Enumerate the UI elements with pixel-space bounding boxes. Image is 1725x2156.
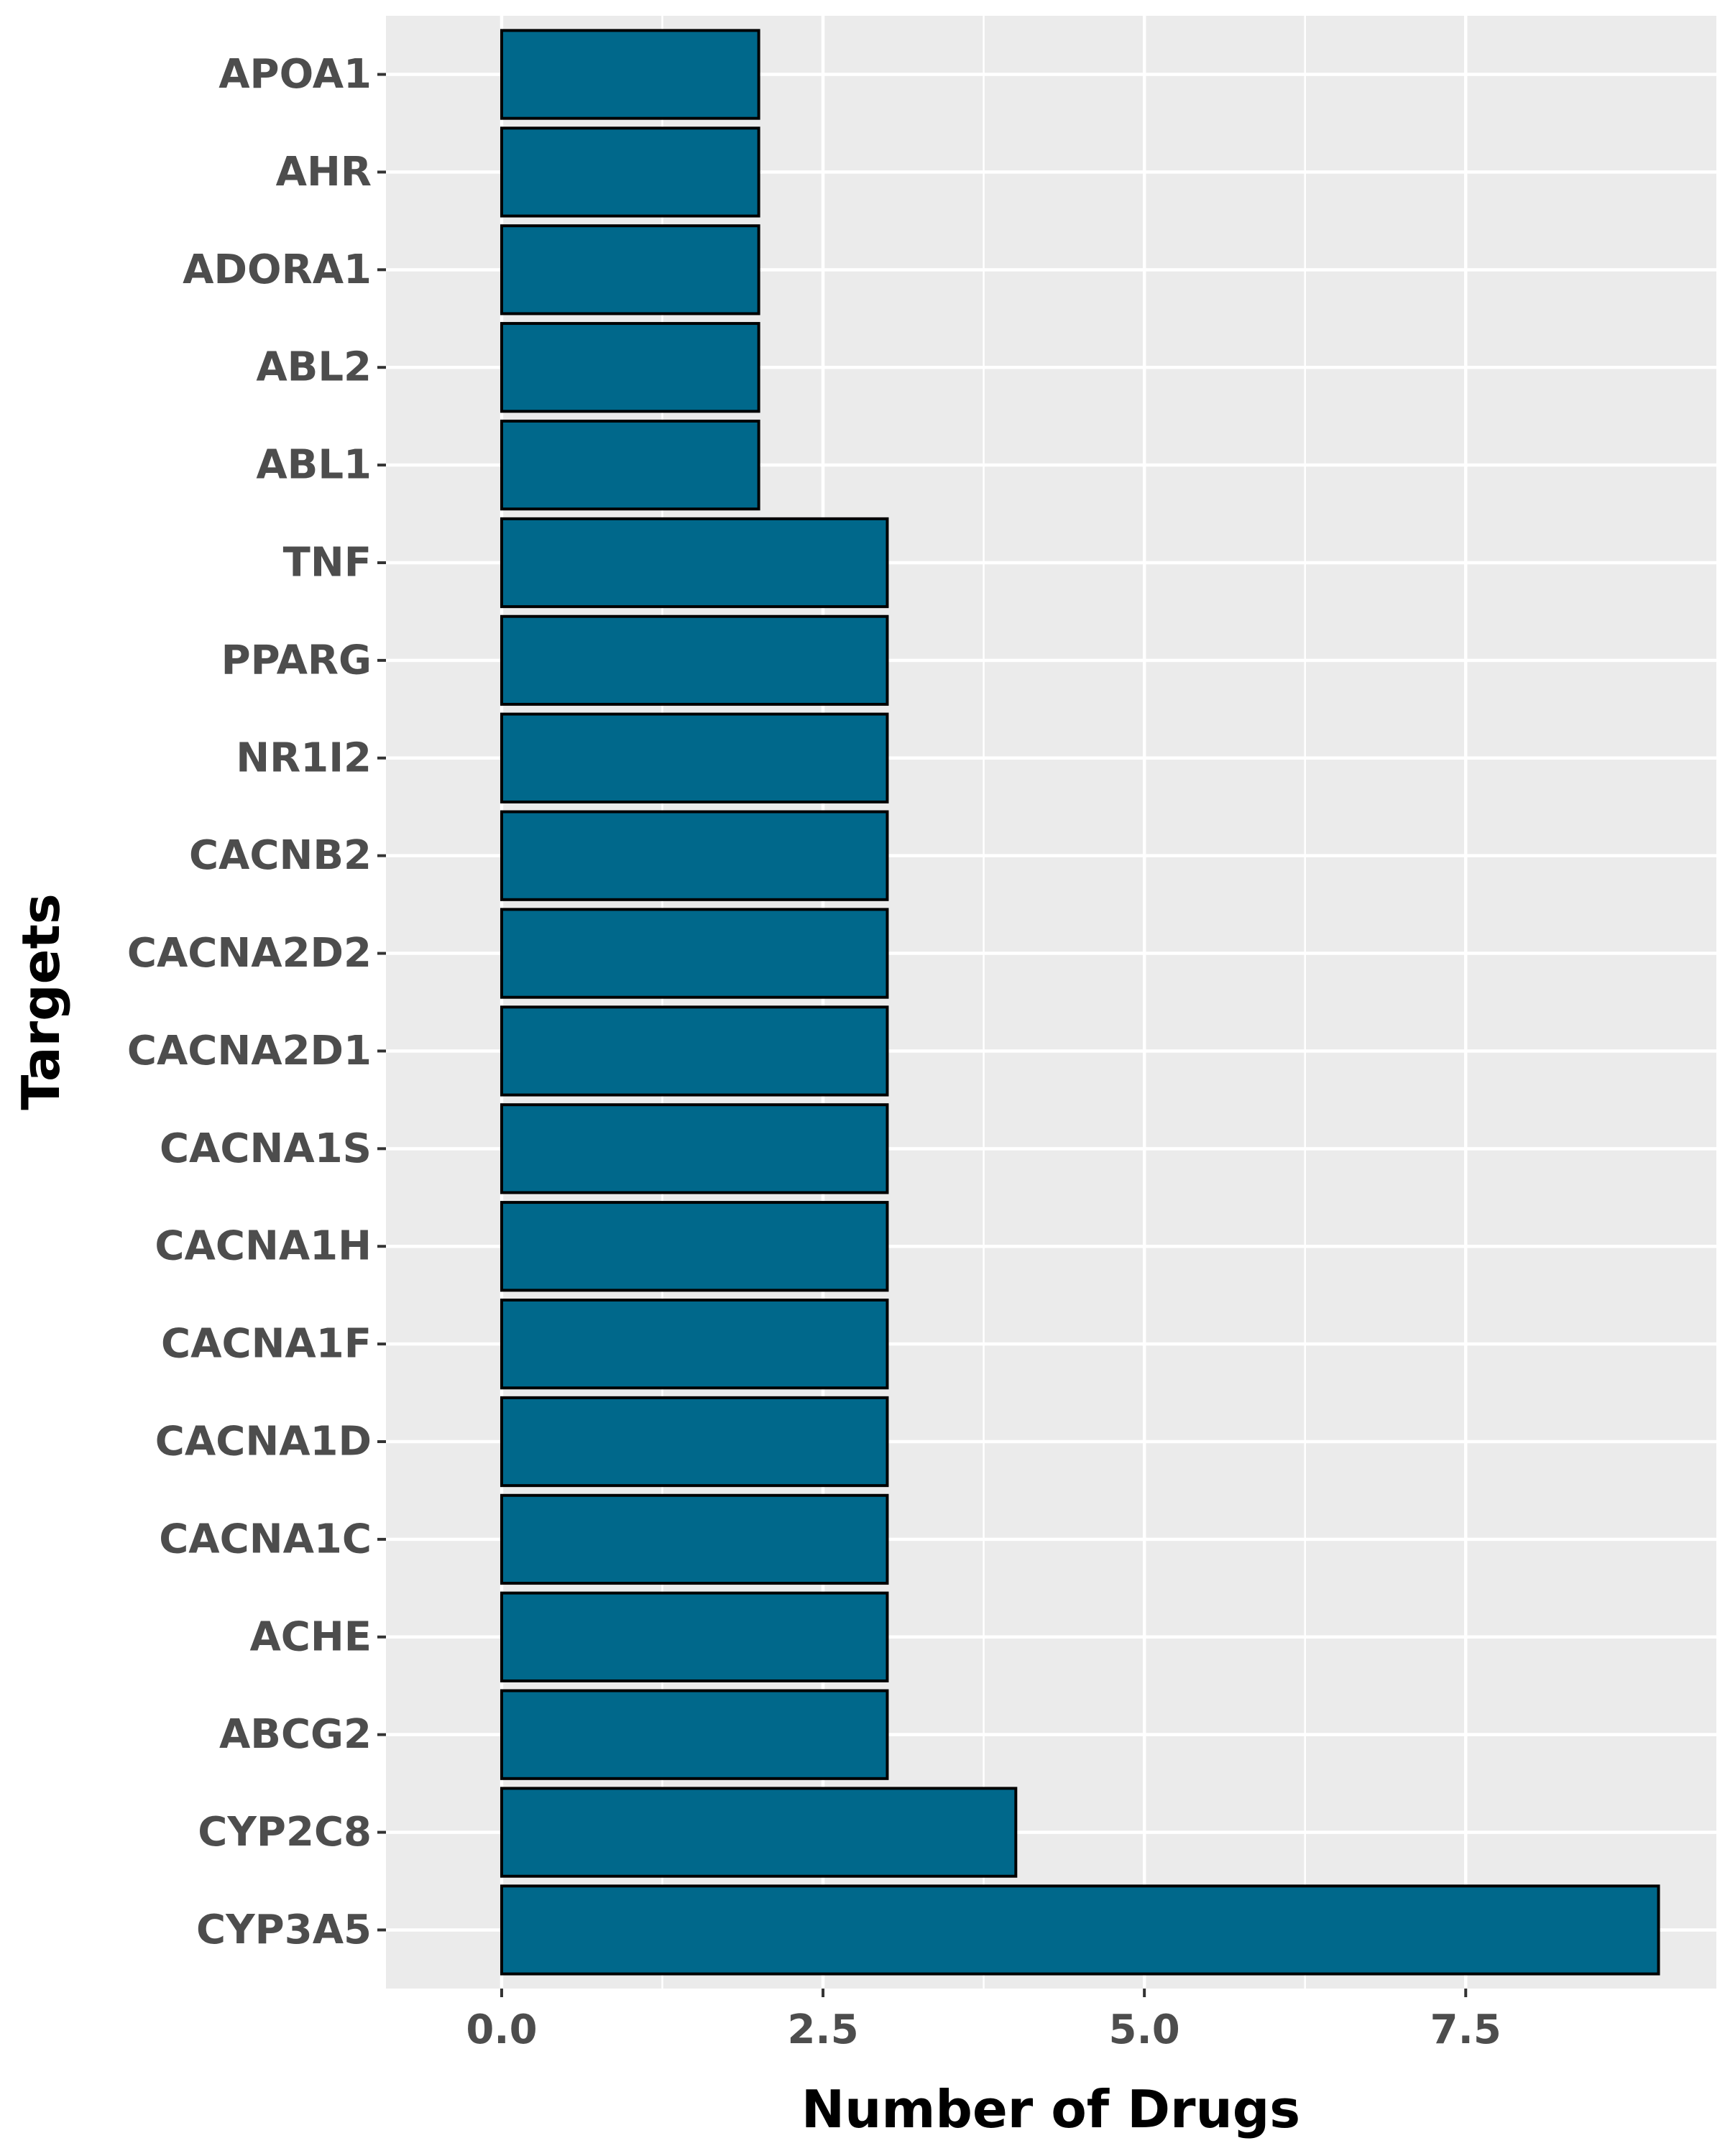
y-tick-label: ABCG2	[219, 1711, 372, 1758]
x-axis-ticks: 0.0 2.5 5.0 7.5	[466, 1989, 1501, 2053]
bar-cacna2d1	[500, 1005, 889, 1097]
bar-cacna1s	[500, 1103, 889, 1194]
bar-abcg2	[500, 1689, 889, 1780]
bar-abl2	[500, 322, 760, 413]
bar-cacna1c	[500, 1493, 889, 1585]
y-tick-label: AHR	[276, 149, 372, 195]
y-tick-label: APOA1	[218, 51, 372, 98]
x-tick-label: 7.5	[1430, 2007, 1501, 2053]
x-tick-label: 5.0	[1109, 2007, 1180, 2053]
y-tick-label: ABL2	[256, 344, 372, 391]
y-tick-label: CACNA2D2	[127, 930, 372, 977]
bar-cacna2d2	[500, 908, 889, 999]
y-tick-label: CACNA1D	[155, 1419, 372, 1465]
bar-cyp3a5	[500, 1884, 1660, 1976]
bar-apoa1	[500, 29, 760, 120]
bar-tnf	[500, 517, 889, 609]
bar-abl1	[500, 419, 760, 511]
y-tick-label: ADORA1	[183, 247, 372, 293]
bar-pparg	[500, 614, 889, 706]
y-tick-label: PPARG	[221, 637, 372, 683]
y-tick-label: NR1I2	[236, 734, 372, 781]
y-tick-label: CACNA1S	[160, 1125, 372, 1172]
x-axis-title: Number of Drugs	[801, 2079, 1300, 2139]
y-tick-label: CYP2C8	[198, 1809, 372, 1856]
bar-cacna1f	[500, 1298, 889, 1390]
y-tick-label: TNF	[283, 539, 372, 586]
bar-cyp2c8	[500, 1787, 1018, 1878]
x-tick-label: 2.5	[787, 2007, 858, 2053]
y-axis-ticks: APOA1 AHR ADORA1 ABL2 ABL1 TNF PPARG NR1I2 CACNB…	[127, 51, 386, 1953]
y-axis-title: Targets	[11, 893, 71, 1110]
bar-adora1	[500, 224, 760, 315]
bar-ahr	[500, 126, 760, 218]
y-tick-label: ABL1	[256, 442, 372, 489]
bar-cacna1h	[500, 1201, 889, 1292]
y-tick-label: CACNA1C	[159, 1516, 372, 1562]
y-tick-label: CYP3A5	[196, 1907, 372, 1953]
bar-nr1i2	[500, 712, 889, 803]
y-tick-label: CACNA1F	[161, 1321, 372, 1368]
y-tick-label: CACNA2D1	[127, 1028, 372, 1074]
bars	[500, 29, 1660, 1976]
y-tick-label: ACHE	[249, 1613, 372, 1660]
bar-ache	[500, 1591, 889, 1682]
y-tick-label: CACNB2	[189, 832, 372, 879]
y-tick-label: CACNA1H	[155, 1223, 372, 1270]
x-tick-label: 0.0	[466, 2007, 537, 2053]
bar-cacna1d	[500, 1396, 889, 1488]
bar-cacnb2	[500, 810, 889, 901]
